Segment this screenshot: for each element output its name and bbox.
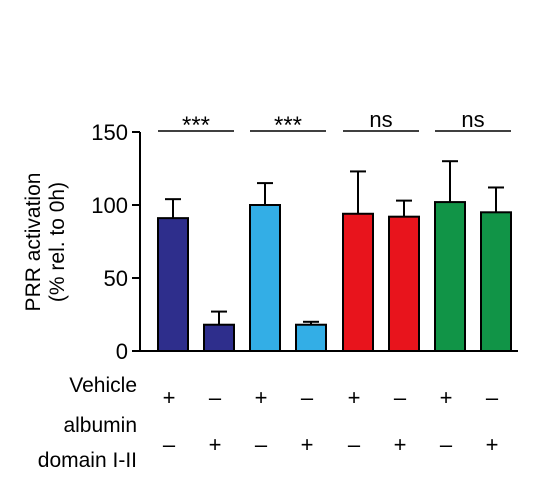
vehicle-sign: +	[440, 385, 453, 410]
bar	[203, 323, 235, 353]
bar	[157, 217, 189, 352]
condition-label-albumin: albumin	[63, 414, 137, 437]
vehicle-sign: –	[209, 385, 222, 410]
y-tick-label: 100	[91, 193, 128, 218]
vehicle-sign: –	[301, 385, 314, 410]
significance-label: ns	[461, 107, 484, 132]
significance-group: *** *** ns ns	[158, 107, 511, 139]
y-tick-label: 150	[91, 120, 128, 145]
vehicle-sign: –	[486, 385, 499, 410]
conditions-table: Vehicle albumin domain I-II + – + – + – + – – + – + – + –…	[38, 374, 499, 472]
bar	[249, 204, 281, 352]
vehicle-sign: +	[255, 385, 268, 410]
albumin-sign: +	[486, 432, 499, 457]
vehicle-sign: +	[163, 385, 176, 410]
bars-group	[157, 160, 512, 353]
albumin-sign: +	[301, 432, 314, 457]
significance-label: ***	[274, 112, 302, 139]
albumin-sign: –	[163, 432, 176, 457]
bar	[295, 323, 327, 353]
albumin-sign: +	[209, 432, 222, 457]
bar	[388, 215, 420, 352]
albumin-sign: –	[440, 432, 453, 457]
albumin-sign: +	[394, 432, 407, 457]
y-tick-label: 0	[116, 339, 128, 364]
condition-label-domain: domain I-II	[38, 449, 137, 472]
vehicle-sign: –	[394, 385, 407, 410]
albumin-sign: –	[348, 432, 361, 457]
y-axis-label-line1: PRR activation	[22, 173, 45, 312]
y-axis-label-line2: (% rel. to 0h)	[46, 182, 69, 302]
y-tick-label: 50	[104, 266, 128, 291]
bar	[480, 211, 512, 352]
condition-label-vehicle: Vehicle	[69, 374, 137, 397]
significance-label: ***	[182, 112, 210, 139]
bar	[434, 201, 466, 352]
albumin-sign: –	[255, 432, 268, 457]
significance-label: ns	[369, 107, 392, 132]
bar	[342, 212, 374, 352]
vehicle-sign: +	[348, 385, 361, 410]
